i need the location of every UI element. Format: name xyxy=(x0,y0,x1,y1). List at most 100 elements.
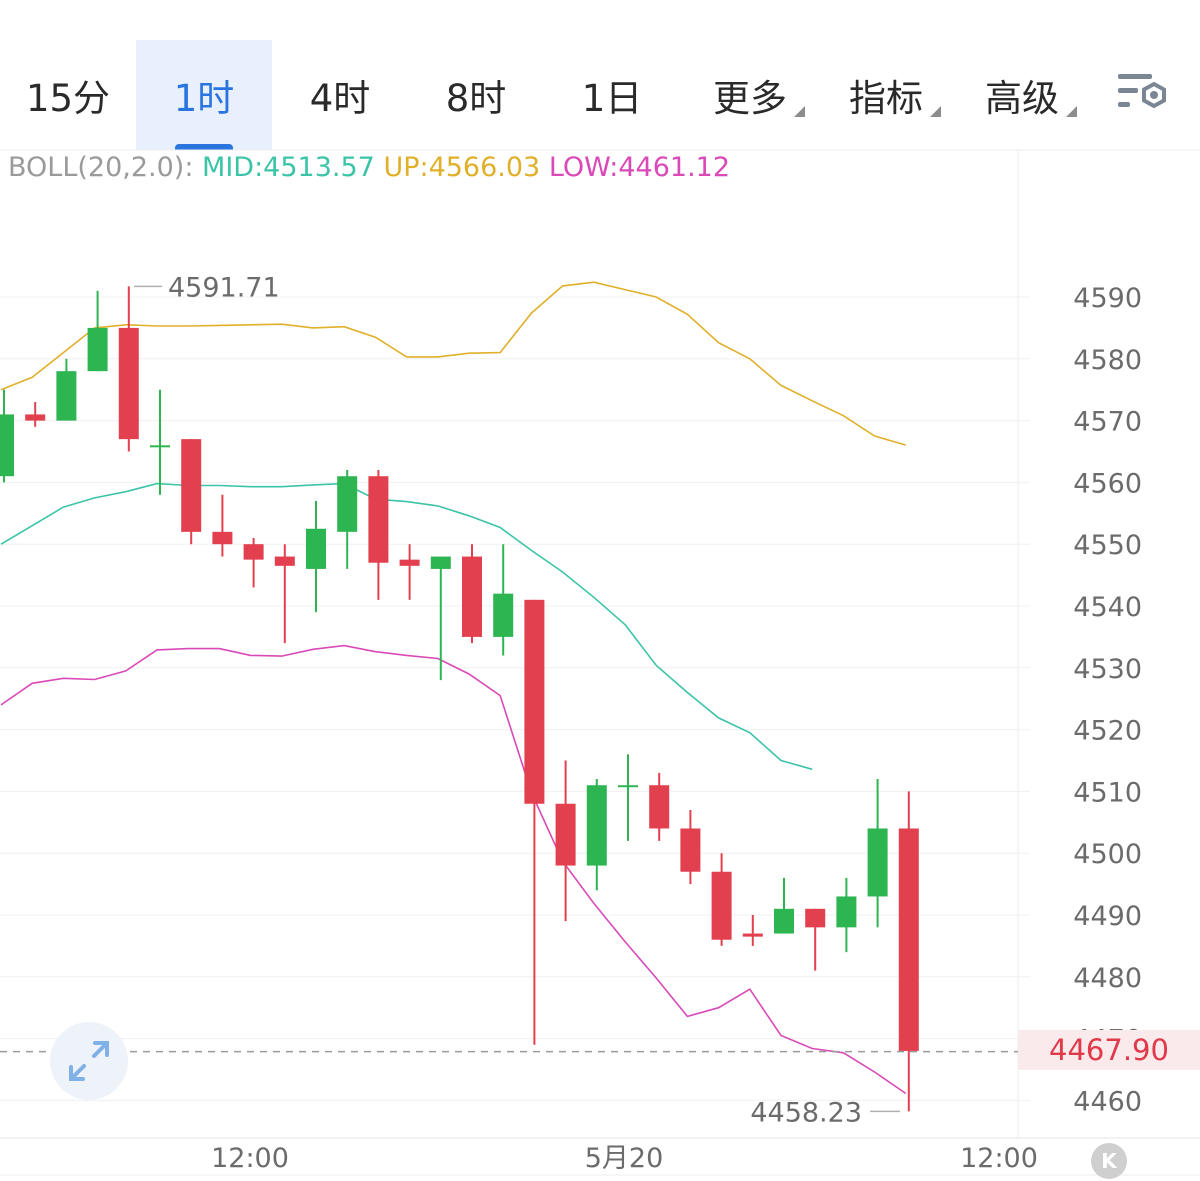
candle xyxy=(430,556,451,681)
tab-label: 4时 xyxy=(309,77,371,120)
candle xyxy=(306,500,326,613)
candle xyxy=(212,494,233,557)
candle-body xyxy=(25,414,46,421)
candle-body xyxy=(274,556,295,566)
candle-body xyxy=(711,871,732,940)
candle-body xyxy=(618,785,638,788)
y-tick-label: 4560 xyxy=(1073,468,1142,499)
candle-body xyxy=(742,933,763,937)
candle xyxy=(118,286,139,452)
x-tick-label: 12:00 xyxy=(960,1143,1038,1174)
candle-body xyxy=(555,803,576,866)
candle xyxy=(150,389,170,495)
tab-label: 更多 xyxy=(713,77,787,120)
upper-band-line xyxy=(0,281,907,446)
candle-body xyxy=(399,559,420,566)
lower-band-line xyxy=(0,644,907,1095)
candle xyxy=(462,544,482,644)
k-line-icon[interactable]: K xyxy=(1091,1143,1127,1179)
candle xyxy=(0,389,14,483)
current-price-value: 4467.90 xyxy=(1049,1033,1169,1067)
x-axis-labels: 12:00 5月20 12:00 xyxy=(211,1143,1038,1174)
y-tick-label: 4520 xyxy=(1073,716,1142,747)
boll-indicator-legend: BOLL(20,2.0): MID:4513.57 UP:4566.03 LOW… xyxy=(8,152,730,183)
candle-body xyxy=(87,327,108,372)
candle xyxy=(243,538,264,588)
candle-body xyxy=(586,785,607,866)
tab-label: 15分 xyxy=(25,77,111,120)
y-tick-label: 4490 xyxy=(1073,901,1142,932)
candle xyxy=(493,544,514,656)
tab-8hour[interactable]: 8时 xyxy=(408,40,544,150)
low-price-label: 4458.23 xyxy=(750,1097,862,1128)
candle xyxy=(742,915,763,946)
candle-body xyxy=(898,828,919,1051)
tab-1day[interactable]: 1日 xyxy=(544,40,680,150)
tab-advanced[interactable]: 高级 xyxy=(962,40,1082,150)
dropdown-corner-icon xyxy=(1066,106,1077,117)
tab-label: 指标 xyxy=(849,77,923,120)
candle-body xyxy=(680,828,701,872)
candle xyxy=(649,772,670,841)
boll-mid-value: MID:4513.57 xyxy=(202,152,375,183)
tab-label: 高级 xyxy=(985,77,1059,120)
chart-annotations: 4591.71 4458.23 xyxy=(0,272,1018,1128)
candles xyxy=(0,286,919,1112)
candle xyxy=(181,439,202,545)
candle-body xyxy=(836,896,857,928)
candle xyxy=(805,908,826,971)
candle xyxy=(680,809,701,885)
tab-15min[interactable]: 15分 xyxy=(0,40,136,150)
tab-more[interactable]: 更多 xyxy=(690,40,810,150)
candle-body xyxy=(337,476,358,532)
y-tick-label: 4500 xyxy=(1073,839,1142,870)
current-price-tag: 4467.90 xyxy=(1018,1030,1200,1070)
boll-up-value: UP:4566.03 xyxy=(383,152,541,183)
high-price-label: 4591.71 xyxy=(168,272,280,303)
candle xyxy=(87,290,108,372)
timeframe-toolbar: 15分 1时 4时 8时 1日 更多 指标 高级 xyxy=(0,0,1200,150)
y-axis-labels: 4590 4580 4570 4560 4550 4540 4530 4520 4510 4500… xyxy=(1073,283,1142,1117)
y-tick-label: 4530 xyxy=(1073,654,1142,685)
candle-body xyxy=(524,599,545,804)
y-tick-label: 4460 xyxy=(1073,1086,1142,1117)
candle-body xyxy=(649,785,670,829)
tab-indicators[interactable]: 指标 xyxy=(826,40,946,150)
candle xyxy=(524,599,545,1045)
candle xyxy=(836,877,857,953)
candle xyxy=(56,358,77,421)
candle xyxy=(711,853,732,946)
boll-name: BOLL(20,2.0): xyxy=(8,152,194,183)
candle xyxy=(368,470,389,600)
y-tick-label: 4480 xyxy=(1073,963,1142,994)
tab-4hour[interactable]: 4时 xyxy=(272,40,408,150)
candle xyxy=(337,470,358,569)
chart-settings-icon[interactable] xyxy=(1112,70,1172,120)
candle xyxy=(274,544,295,644)
candle xyxy=(399,544,420,600)
candle xyxy=(774,877,794,934)
tab-1hour[interactable]: 1时 xyxy=(136,40,272,150)
candle-body xyxy=(867,828,888,897)
dropdown-corner-icon xyxy=(794,106,805,117)
candle xyxy=(898,791,919,1112)
candle-body xyxy=(462,556,482,637)
candle xyxy=(867,779,888,928)
tab-label: 1时 xyxy=(173,77,235,120)
expand-chart-button[interactable] xyxy=(50,1022,128,1100)
x-tick-label: 12:00 xyxy=(211,1143,289,1174)
boll-low-value: LOW:4461.12 xyxy=(548,152,731,183)
candle-body xyxy=(0,414,14,477)
candle-body xyxy=(306,528,326,569)
candle-body xyxy=(368,476,389,563)
candle xyxy=(586,779,607,891)
candle-body xyxy=(181,439,202,532)
y-tick-label: 4540 xyxy=(1073,592,1142,623)
x-tick-label: 5月20 xyxy=(585,1143,664,1174)
y-tick-label: 4570 xyxy=(1073,407,1142,438)
tab-label: 8时 xyxy=(445,77,507,120)
chart-gridlines xyxy=(0,149,1200,1176)
candle-body xyxy=(805,908,826,928)
bollinger-bands xyxy=(0,281,907,1095)
